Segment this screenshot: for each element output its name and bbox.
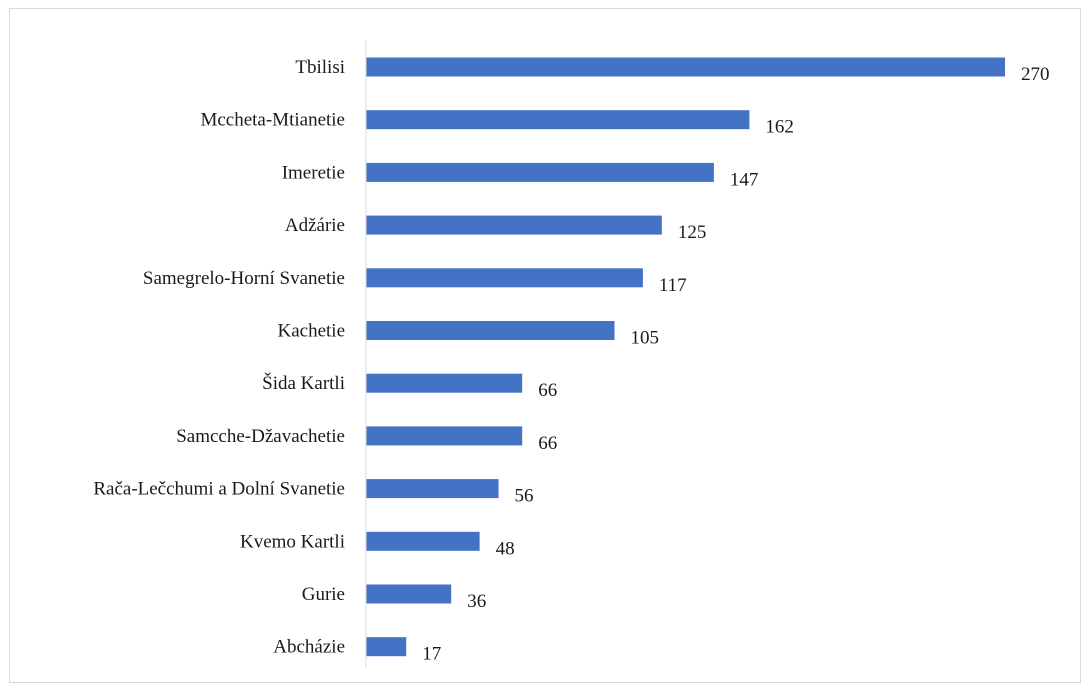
category-label: Samcche-Džavachetie bbox=[176, 426, 345, 447]
data-label: 125 bbox=[678, 222, 707, 243]
bars-group bbox=[366, 57, 1005, 657]
bar bbox=[366, 373, 523, 393]
bar bbox=[366, 637, 407, 657]
data-label: 147 bbox=[730, 169, 759, 190]
category-label: Imeretie bbox=[282, 162, 345, 183]
value-labels-group: 270 162 147 125 117 105 66 66 56 48 36 17 bbox=[422, 64, 1049, 665]
category-label: Gurie bbox=[302, 584, 345, 605]
data-label: 66 bbox=[538, 433, 557, 454]
data-label: 105 bbox=[631, 328, 660, 349]
category-label: Kvemo Kartli bbox=[240, 531, 345, 552]
bar bbox=[366, 57, 1005, 77]
data-label: 117 bbox=[659, 275, 687, 296]
bar bbox=[366, 110, 750, 130]
data-label: 270 bbox=[1021, 64, 1050, 85]
category-label: Šida Kartli bbox=[262, 372, 345, 394]
bar bbox=[366, 584, 452, 604]
category-label: Samegrelo-Horní Svanetie bbox=[143, 268, 345, 289]
category-label: Adžárie bbox=[285, 215, 345, 236]
bar bbox=[366, 531, 480, 551]
data-label: 17 bbox=[422, 644, 441, 665]
category-label: Abcházie bbox=[273, 637, 345, 658]
bar bbox=[366, 268, 643, 288]
category-labels-group: Tbilisi Mccheta-Mtianetie Imeretie Adžárie S… bbox=[93, 57, 345, 658]
category-label: Mccheta-Mtianetie bbox=[200, 110, 345, 131]
bar bbox=[366, 321, 615, 340]
data-label: 66 bbox=[538, 380, 557, 401]
bar bbox=[366, 215, 662, 235]
data-label: 56 bbox=[515, 486, 534, 507]
data-label: 36 bbox=[467, 591, 486, 612]
bar bbox=[366, 162, 714, 182]
category-label: Kachetie bbox=[277, 321, 345, 342]
bar bbox=[366, 426, 523, 446]
category-label: Rača-Lečchumi a Dolní Svanetie bbox=[93, 479, 345, 500]
bar bbox=[366, 479, 499, 499]
data-label: 162 bbox=[765, 117, 794, 138]
category-label: Tbilisi bbox=[295, 57, 345, 78]
data-label: 48 bbox=[496, 538, 515, 559]
